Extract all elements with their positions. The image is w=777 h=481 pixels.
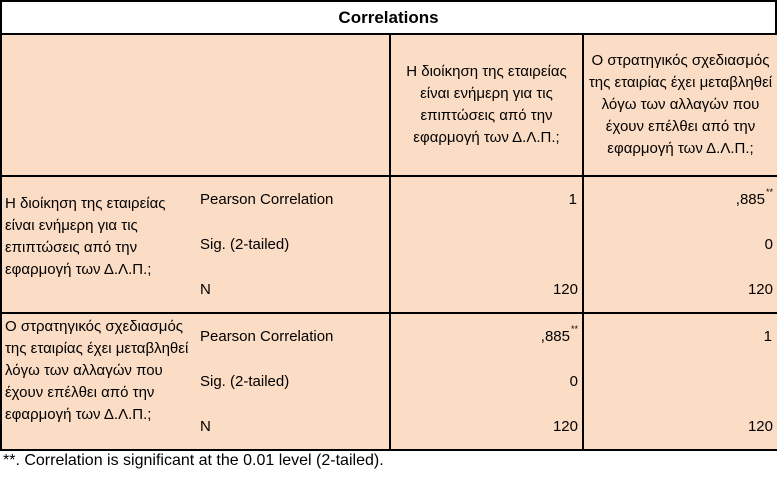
value-cell: ,885 ** <box>584 177 777 222</box>
value-cell: ,885 ** <box>391 314 582 359</box>
value-cell: 1 <box>763 327 772 345</box>
table-footnote: **. Correlation is significant at the 0.… <box>3 452 384 469</box>
table-row: Η διοίκηση της εταιρείας είναι ενήμερη γ… <box>0 175 777 314</box>
table-title: Correlations <box>0 0 777 33</box>
stat-label: Pearson Correlation <box>200 190 334 208</box>
header-row: Η διοίκηση της εταιρείας είναι ενήμερη γ… <box>0 33 777 177</box>
significance-mark: ** <box>570 323 578 334</box>
stat-labels-2: Pearson Correlation Sig. (2-tailed) N <box>194 312 390 451</box>
column-header-2: Ο στρατηγικός σχεδιασμός της εταιρίας έχ… <box>582 33 777 177</box>
values-r2-c1: ,885 ** 0 120 <box>389 312 584 451</box>
values-r1-c2: ,885 ** 0 120 <box>582 175 777 314</box>
value-cell: 120 <box>747 417 773 435</box>
header-blank-cell <box>0 33 391 177</box>
value-cell: 0 <box>764 235 773 253</box>
values-r2-c2: 1 120 <box>582 312 777 451</box>
stat-label: N <box>200 417 211 435</box>
stat-label: Sig. (2-tailed) <box>200 372 290 390</box>
value-cell: 120 <box>552 280 578 298</box>
value-cell: 120 <box>747 280 773 298</box>
value-cell: 120 <box>552 417 578 435</box>
table-row: Ο στρατηγικός σχεδιασμός της εταιρίας έχ… <box>0 312 777 451</box>
stat-label: N <box>200 280 211 298</box>
value-cell: 0 <box>569 372 578 390</box>
values-r1-c1: 1 120 <box>389 175 584 314</box>
value-cell <box>584 359 777 404</box>
row-label-1: Η διοίκηση της εταιρείας είναι ενήμερη γ… <box>0 175 194 314</box>
column-header-1: Η διοίκηση της εταιρείας είναι ενήμερη γ… <box>389 33 584 177</box>
significance-mark: ** <box>765 186 773 197</box>
row-label-2: Ο στρατηγικός σχεδιασμός της εταιρίας έχ… <box>0 312 194 451</box>
value-cell <box>391 222 582 267</box>
stat-label: Pearson Correlation <box>200 327 334 345</box>
stat-labels-1: Pearson Correlation Sig. (2-tailed) N <box>194 175 390 314</box>
correlations-table: Η διοίκηση της εταιρείας είναι ενήμερη γ… <box>0 33 777 451</box>
stat-label: Sig. (2-tailed) <box>200 235 290 253</box>
value-cell: 1 <box>568 190 577 208</box>
